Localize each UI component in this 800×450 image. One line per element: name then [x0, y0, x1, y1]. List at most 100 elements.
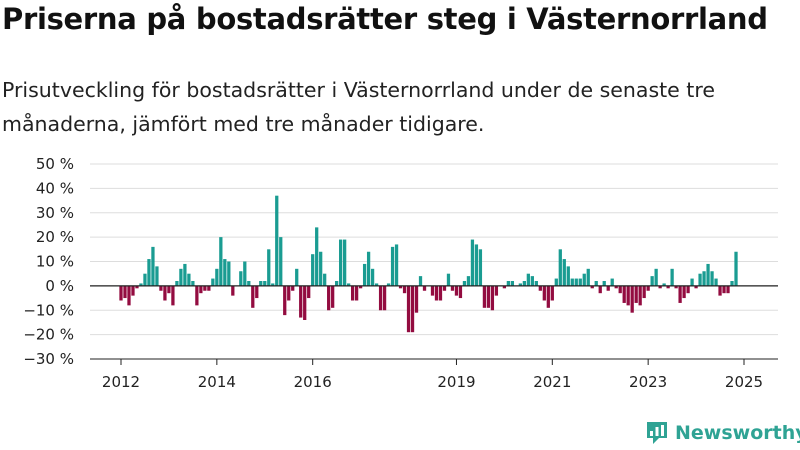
bar	[486, 285, 491, 308]
bar	[263, 281, 267, 286]
bar	[518, 283, 522, 286]
bar	[586, 268, 590, 286]
bar	[598, 285, 602, 294]
bar	[530, 276, 534, 286]
bar	[135, 285, 139, 289]
bar	[187, 273, 191, 286]
y-tick-label: 20 %	[36, 228, 74, 246]
bar	[466, 276, 471, 286]
bar	[554, 278, 558, 286]
bar	[386, 283, 391, 286]
bar	[171, 285, 175, 306]
bar	[730, 281, 734, 286]
bar	[283, 285, 287, 316]
bar	[422, 285, 427, 291]
bar	[343, 239, 347, 286]
bar	[658, 285, 662, 289]
bar	[690, 278, 694, 286]
bar	[446, 273, 451, 286]
bar	[139, 283, 143, 286]
chart-subtitle: Prisutveckling för bostadsrätter i Väste…	[2, 78, 715, 136]
bar	[718, 285, 722, 296]
bar	[506, 281, 511, 286]
bar	[123, 285, 127, 299]
bar	[414, 285, 419, 313]
bar	[626, 285, 630, 306]
bar	[251, 285, 255, 308]
bar	[231, 285, 235, 296]
bar	[239, 271, 243, 286]
bar	[335, 281, 339, 286]
bar	[227, 261, 231, 286]
bar	[211, 278, 215, 286]
bar	[510, 281, 515, 286]
bar	[622, 285, 626, 303]
bar	[470, 239, 475, 286]
bar	[287, 285, 291, 301]
bar-chart: 50 % 40 % 30 % 20 % 10 % 0 % −10 % −20 % −30 % 20…	[23, 0, 778, 391]
bar	[666, 285, 670, 289]
bar	[255, 285, 259, 299]
bar	[674, 285, 678, 289]
chart-title: Priserna på bostadsrätter steg i Västern…	[2, 2, 768, 36]
x-tick-label: 2023	[629, 373, 667, 391]
bar	[382, 285, 387, 311]
bar	[610, 278, 614, 286]
y-tick-label: −10 %	[23, 301, 74, 319]
bar	[295, 268, 299, 286]
bar	[458, 285, 463, 299]
bar	[582, 273, 586, 286]
bar	[474, 244, 479, 286]
bar	[454, 285, 459, 296]
bar	[654, 268, 658, 286]
y-tick-label: 40 %	[36, 179, 74, 197]
bar	[303, 285, 307, 320]
bar	[358, 285, 363, 289]
bar	[346, 283, 351, 286]
bar	[175, 281, 179, 286]
bar	[494, 285, 499, 296]
bar	[490, 285, 495, 311]
bar	[319, 251, 323, 286]
bar	[710, 271, 714, 286]
bar	[179, 268, 183, 286]
x-tick-label: 2021	[533, 373, 571, 391]
bar	[650, 276, 654, 286]
bar	[714, 278, 718, 286]
bar	[390, 246, 395, 286]
bar	[726, 285, 730, 294]
bar	[131, 285, 135, 296]
bar	[350, 285, 355, 301]
bar	[127, 285, 131, 306]
bar	[374, 283, 379, 286]
bar	[243, 261, 247, 286]
bar	[686, 285, 690, 294]
bar	[378, 285, 383, 311]
bar	[642, 285, 646, 299]
bar	[578, 278, 582, 286]
bar	[630, 285, 634, 313]
bar	[702, 271, 706, 286]
bar	[219, 237, 223, 286]
bar	[606, 285, 610, 291]
bar	[191, 281, 195, 286]
y-tick-label: −30 %	[23, 350, 74, 368]
bar	[670, 268, 674, 286]
x-tick-label: 2019	[437, 373, 475, 391]
bar	[546, 285, 550, 308]
bar	[662, 283, 666, 286]
bar	[678, 285, 682, 303]
bar	[215, 268, 219, 286]
bar	[594, 281, 598, 286]
bar	[638, 285, 642, 306]
bar	[315, 227, 319, 286]
bar	[291, 285, 295, 291]
bar	[590, 285, 594, 289]
bar	[159, 285, 163, 291]
bar	[167, 285, 171, 294]
bar	[570, 278, 574, 286]
bar	[482, 285, 487, 308]
bar	[199, 285, 203, 294]
bar	[259, 281, 263, 286]
bar	[542, 285, 546, 301]
